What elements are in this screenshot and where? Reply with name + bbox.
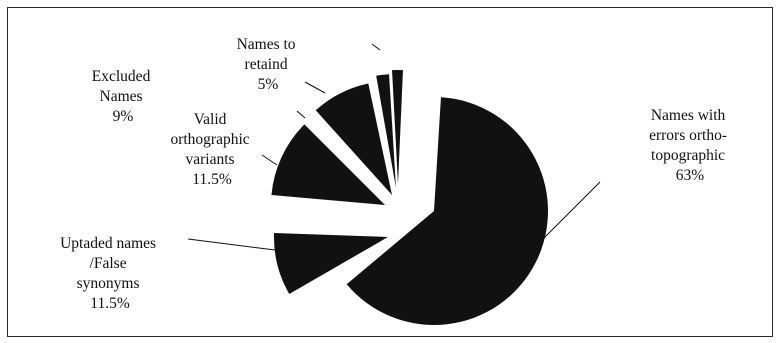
- label-errors-percent: 63%: [676, 167, 705, 184]
- slice-updated: [274, 233, 388, 294]
- label-updated-line-2: /False: [90, 255, 127, 272]
- label-valid-line-2: orthographic: [170, 131, 249, 148]
- slice-updated-leader: [187, 238, 284, 252]
- slice-errors: [346, 97, 548, 325]
- label-excluded-percent: 9%: [113, 108, 134, 125]
- label-errors-line-3: topographic: [651, 147, 725, 164]
- slice-valid: [271, 124, 385, 205]
- label-excluded: Excluded Names 9%: [92, 68, 154, 125]
- label-excluded-line-2: Names: [100, 88, 143, 105]
- slice-small-leader: [371, 43, 381, 51]
- label-retain-line-1: Names to: [237, 36, 296, 53]
- label-retain-line-2: retaind: [245, 56, 288, 73]
- label-errors-line-2: errors ortho-: [649, 127, 727, 144]
- slice-retain-leader: [304, 81, 326, 94]
- label-errors: Names with errors ortho- topographic 63%: [649, 107, 731, 184]
- label-updated-percent: 11.5%: [90, 295, 130, 312]
- slice-retain: [376, 74, 396, 188]
- label-valid-percent: 11.5%: [192, 171, 232, 188]
- slice-excluded: [315, 83, 392, 195]
- label-valid: Valid orthographic variants 11.5%: [170, 111, 253, 188]
- label-errors-line-1: Names with: [651, 107, 726, 124]
- label-updated-line-1: Uptaded names: [60, 235, 156, 252]
- label-excluded-line-1: Excluded: [92, 68, 151, 85]
- label-valid-line-3: variants: [186, 151, 235, 168]
- label-valid-line-1: Valid: [194, 111, 227, 128]
- slice-small: [392, 70, 403, 184]
- pie-slices: [271, 70, 548, 325]
- label-updated-line-3: synonyms: [77, 275, 140, 292]
- slice-errors-leader: [505, 181, 601, 277]
- leader-lines: [187, 43, 601, 277]
- slice-excluded-leader: [296, 110, 306, 119]
- label-retain: Names to retaind 5%: [237, 36, 300, 93]
- label-updated: Uptaded names /False synonyms 11.5%: [60, 235, 160, 312]
- slice-valid-leader: [261, 154, 278, 166]
- label-retain-percent: 5%: [258, 76, 279, 93]
